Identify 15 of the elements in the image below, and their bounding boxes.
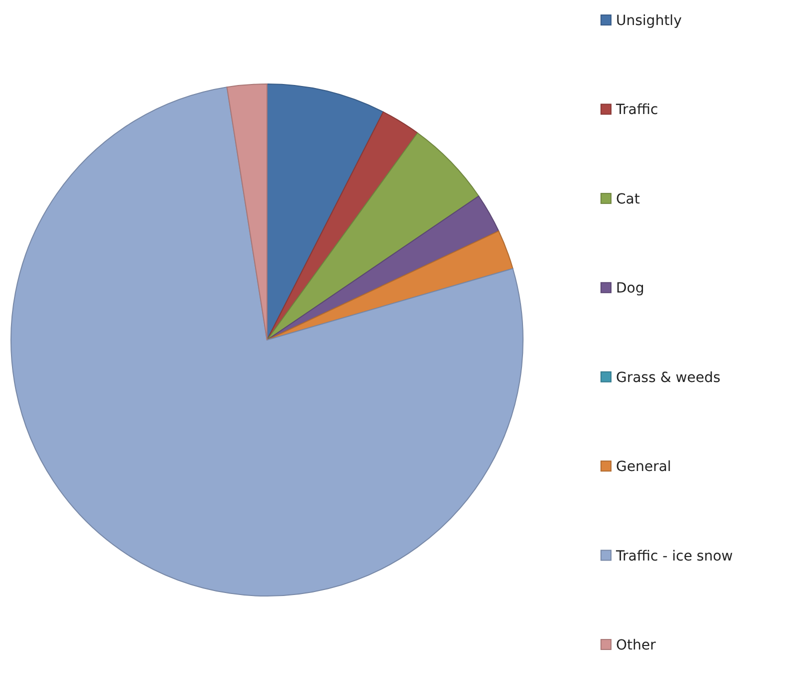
pie-slice xyxy=(266,132,480,340)
pie-slice xyxy=(266,196,500,340)
pie-slice xyxy=(226,84,268,340)
legend-label: Cat xyxy=(616,191,640,208)
legend-label: General xyxy=(616,459,672,476)
legend-label: Grass & weeds xyxy=(616,370,720,386)
pie-slice xyxy=(266,230,514,340)
pie-slice xyxy=(266,111,418,340)
legend-label: Traffic xyxy=(615,102,658,118)
legend-label: Other xyxy=(616,637,656,654)
legend-label: Dog xyxy=(616,280,644,297)
legend-label: Unsightly xyxy=(616,13,682,29)
legend-label: Traffic - ice snow xyxy=(615,548,733,564)
pie-slice xyxy=(10,86,524,596)
pie-slice xyxy=(266,84,384,340)
